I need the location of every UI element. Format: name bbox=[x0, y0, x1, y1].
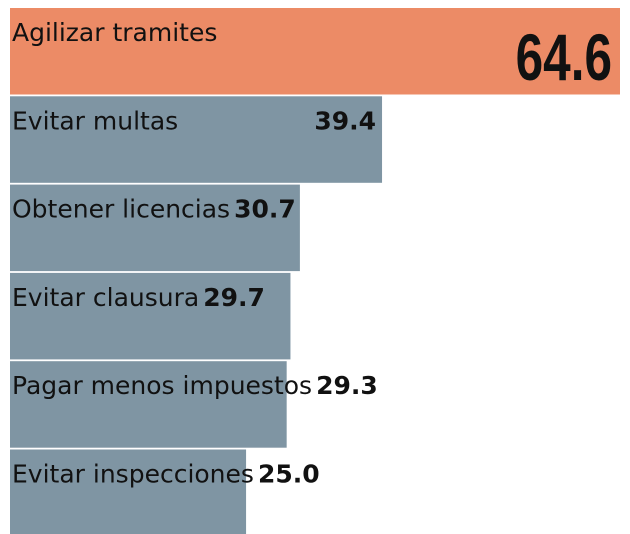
bar bbox=[10, 8, 620, 95]
bar bbox=[10, 96, 383, 183]
bar bbox=[10, 449, 247, 534]
bar-label: Evitar multas bbox=[12, 106, 178, 135]
bar-label: Evitar clausura bbox=[12, 283, 199, 312]
bar-label: Obtener licencias bbox=[12, 195, 230, 224]
bar-label: Pagar menos impuestos bbox=[12, 371, 312, 400]
bar bbox=[10, 184, 300, 272]
value-label: 64.6 bbox=[516, 21, 612, 95]
value-label: 30.7 bbox=[234, 195, 296, 224]
value-label: 29.7 bbox=[203, 283, 265, 312]
value-label: 29.3 bbox=[316, 371, 378, 400]
value-label: 25.0 bbox=[258, 460, 320, 489]
bar bbox=[10, 361, 287, 448]
bar bbox=[10, 272, 291, 360]
bar-label: Evitar inspecciones bbox=[12, 460, 254, 489]
bar-label: Agilizar tramites bbox=[12, 18, 217, 47]
value-label: 39.4 bbox=[314, 106, 376, 135]
